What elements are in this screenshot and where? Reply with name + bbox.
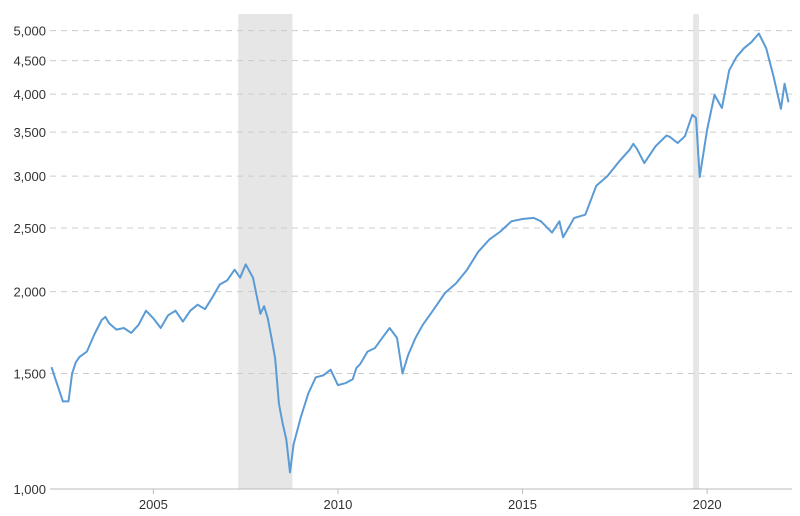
x-tick-label: 2020: [693, 497, 722, 512]
y-tick-label: 2,500: [13, 221, 46, 236]
series-line-0: [50, 32, 790, 474]
x-axis-ticks: 2005 2010 2015 2020: [139, 489, 722, 512]
grid: [50, 30, 792, 490]
y-tick-label: 5,000: [13, 24, 46, 39]
x-tick-label: 2010: [323, 497, 352, 512]
x-tick-label: 2005: [139, 497, 168, 512]
y-tick-label: 1,500: [13, 367, 46, 382]
recession-band-0: [238, 14, 293, 489]
y-axis-ticks: 1,000 1,500 2,000 2,500 3,000 3,500 4,000 4,500…: [13, 24, 46, 497]
series-layer: [50, 32, 790, 474]
recession-shading: [238, 14, 699, 489]
y-tick-label: 1,000: [13, 482, 46, 497]
x-tick-label: 2015: [508, 497, 537, 512]
y-tick-label: 4,000: [13, 87, 46, 102]
y-tick-label: 2,000: [13, 285, 46, 300]
y-tick-label: 3,500: [13, 125, 46, 140]
y-tick-label: 3,000: [13, 169, 46, 184]
y-tick-label: 4,500: [13, 54, 46, 69]
recession-band-1: [693, 14, 699, 489]
